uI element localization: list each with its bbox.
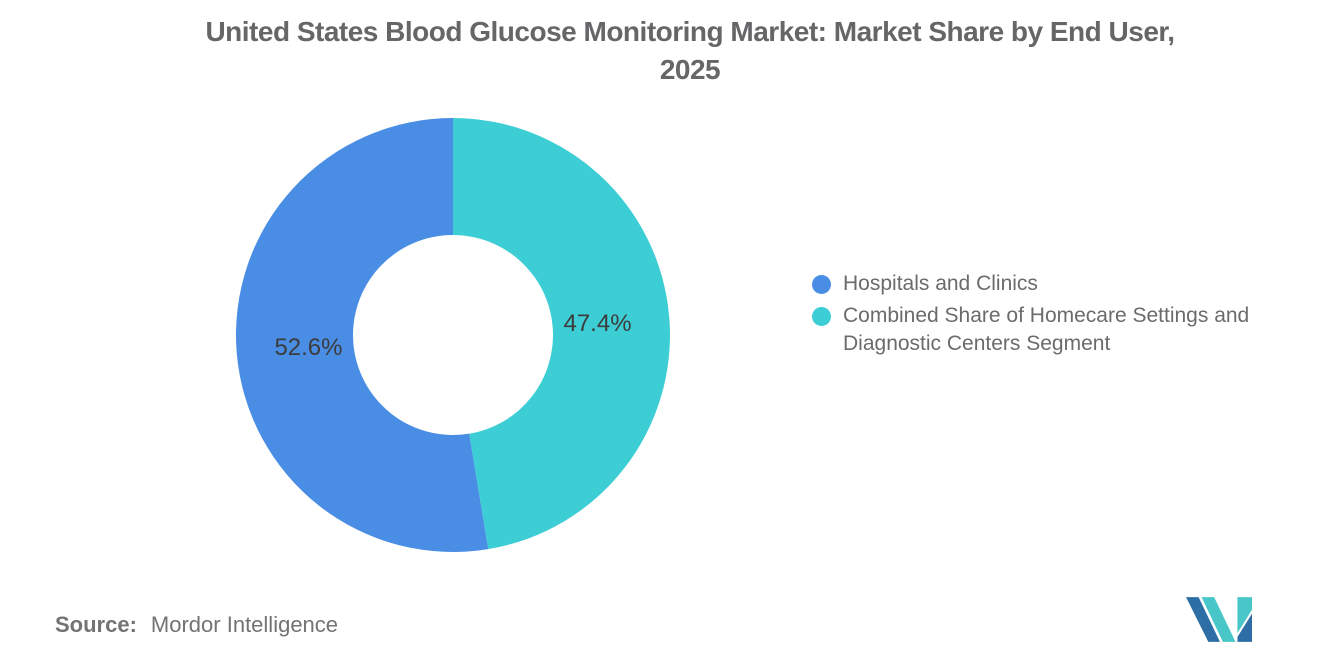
chart-title-line-2: 2025 [659,54,721,85]
source-label: Source: [55,612,137,637]
logo-middle-stripe-shape [1201,597,1236,642]
legend-item-combined-share-of-homecare-settings-and-diagnostic-centers-segment: Combined Share of Homecare Settings and … [812,302,1293,358]
legend-item-label: Combined Share of Homecare Settings and … [843,304,1250,355]
slice-label-combined-share-of-homecare-settings-and-diagnostic-centers-segment: 47.4% [563,310,631,337]
legend-swatch-icon [812,307,831,326]
donut-slice-combined-share-of-homecare-settings-and-diagnostic-centers-segment [453,118,670,550]
slice-label-hospitals-and-clinics: 52.6% [274,334,342,361]
source-value: Mordor Intelligence [150,612,339,637]
logo-right-bottom-shape [1237,613,1252,642]
mordor-intelligence-logo [1186,597,1252,642]
donut-chart: 52.6% 47.4% [235,118,670,552]
chart-legend: Hospitals and Clinics Combined Share of H… [812,270,1293,358]
logo-left-stroke-shape [1186,597,1220,642]
chart-title: United States Blood Glucose Monitoring M… [60,13,1320,89]
legend-item-label: Hospitals and Clinics [843,272,1038,295]
donut-slice-hospitals-and-clinics [235,118,489,552]
chart-title-line-1: United States Blood Glucose Monitoring M… [205,16,1175,47]
legend-swatch-icon [812,275,831,294]
logo-right-top-shape [1237,597,1252,634]
source-attribution: Source: Mordor Intelligence [55,612,338,638]
legend-item-hospitals-and-clinics: Hospitals and Clinics [812,270,1293,298]
